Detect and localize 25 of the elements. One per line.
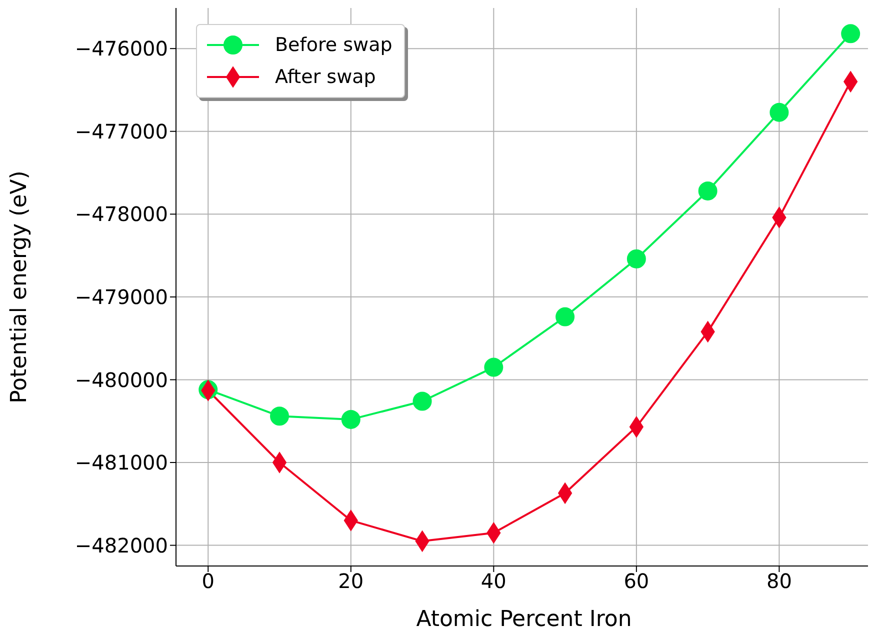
y-tick-label: −477000: [74, 119, 168, 144]
y-tick-label: −480000: [74, 368, 168, 392]
legend-label: After swap: [275, 66, 376, 88]
legend-label: Before swap: [275, 34, 392, 56]
y-tick-label: −476000: [74, 36, 168, 61]
x-tick-label: 80: [766, 569, 792, 594]
point: [270, 406, 290, 426]
point: [841, 24, 860, 44]
x-axis-title: Atomic Percent Iron: [416, 607, 632, 632]
point: [770, 102, 789, 122]
y-tick-label: −481000: [74, 450, 168, 475]
point: [626, 249, 646, 268]
x-tick-label: 60: [624, 569, 650, 594]
point: [412, 392, 432, 411]
y-tick-label: −479000: [74, 285, 168, 310]
point: [698, 181, 718, 200]
x-tick-label: 20: [338, 569, 364, 594]
x-tick-label: 40: [480, 569, 506, 594]
y-tick-label: −478000: [74, 202, 168, 226]
point: [556, 307, 575, 326]
point: [341, 410, 360, 429]
y-tick-label: −482000: [74, 533, 168, 558]
x-tick-label: 0: [202, 569, 214, 594]
point: [484, 358, 504, 377]
y-axis-title: Potential energy (eV): [6, 170, 32, 404]
